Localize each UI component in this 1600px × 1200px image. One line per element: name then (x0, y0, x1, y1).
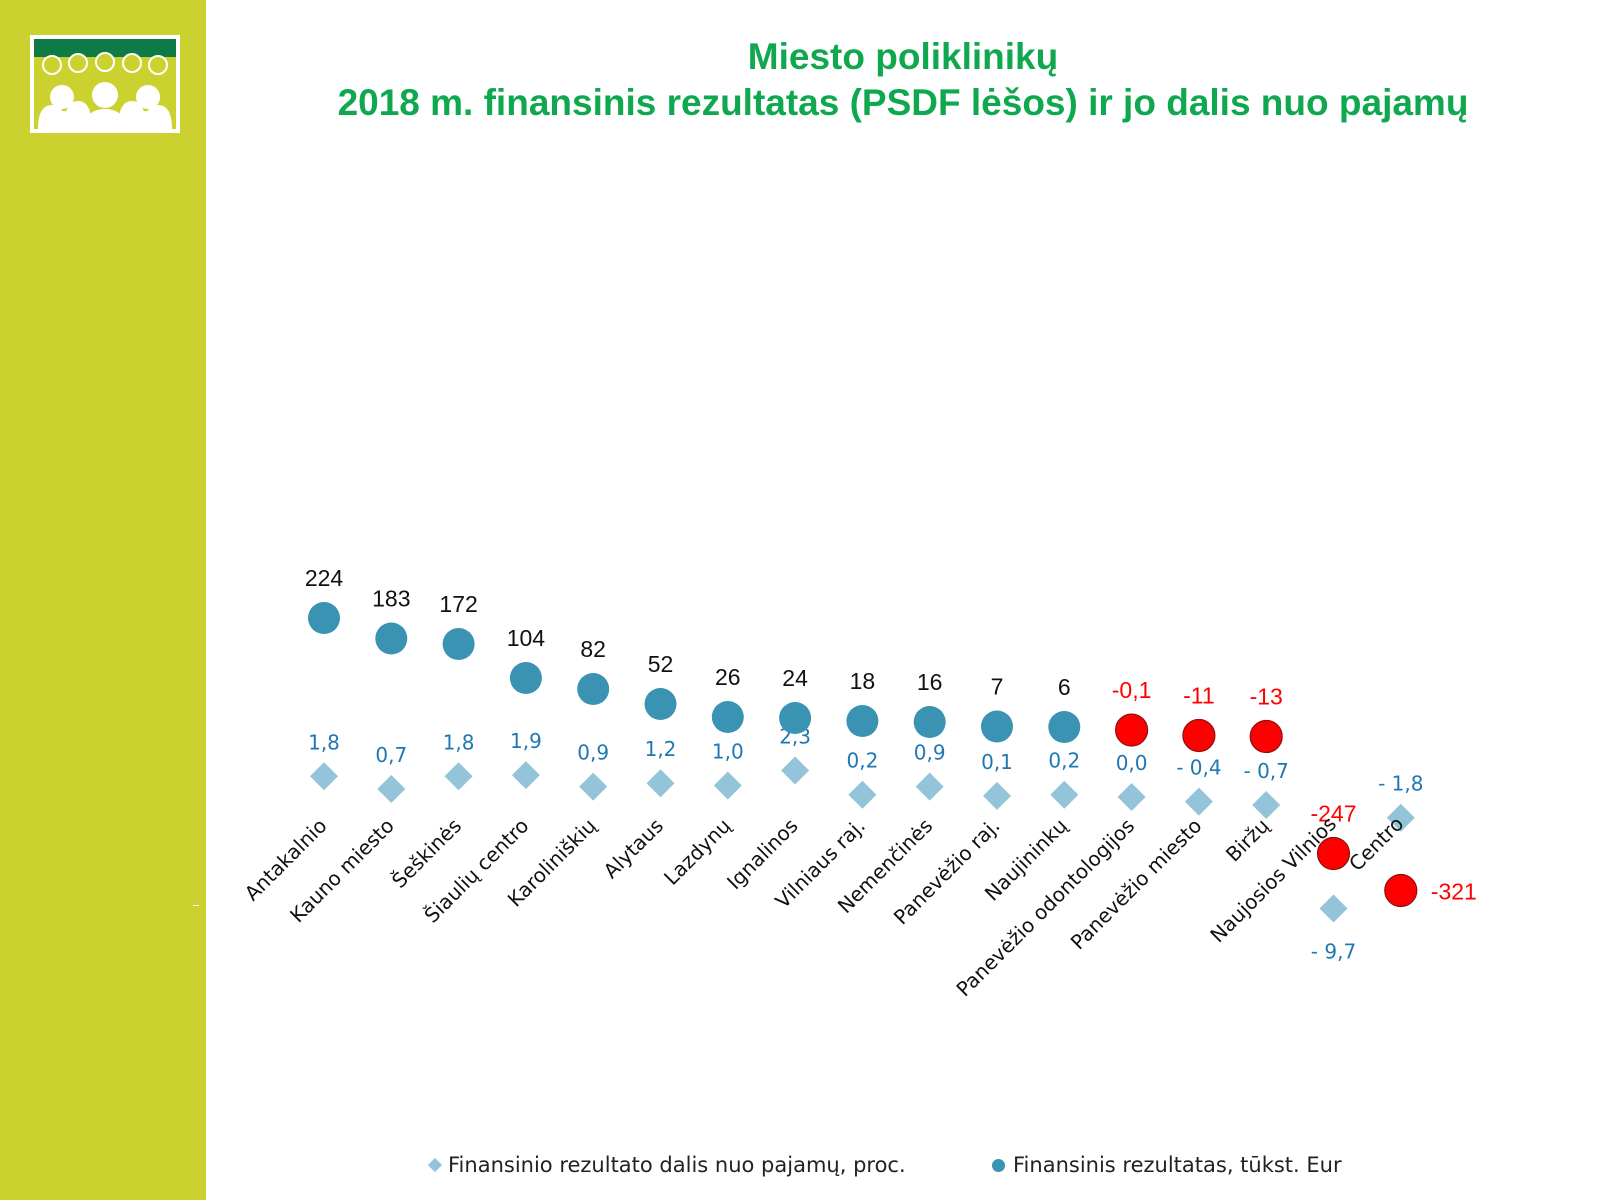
share-data-label: 1,8 (443, 730, 475, 754)
share-diamond-marker (1252, 791, 1281, 820)
share-data-label: - 0,4 (1176, 756, 1221, 780)
result-data-label: 172 (439, 591, 477, 617)
share-data-label: 1,8 (308, 730, 340, 754)
result-circle-marker (644, 688, 677, 720)
share-diamond-marker (915, 772, 944, 801)
result-circle-marker (442, 628, 475, 660)
result-circle-marker (1114, 713, 1149, 747)
share-diamond-marker (1184, 787, 1213, 816)
share-diamond-marker (848, 780, 877, 809)
result-data-label: 7 (991, 674, 1004, 700)
share-data-label: 0,9 (914, 741, 946, 765)
share-diamond-marker (511, 761, 540, 790)
share-diamond-marker (1050, 780, 1079, 809)
share-data-label: 0,1 (981, 750, 1013, 774)
share-diamond-marker (646, 769, 675, 798)
share-diamond-marker (1386, 803, 1415, 832)
share-diamond-marker (983, 781, 1011, 810)
result-circle-marker (711, 701, 744, 733)
result-data-label: 6 (1058, 674, 1071, 700)
share-diamond-marker (444, 762, 473, 791)
share-data-label: 0,2 (1048, 749, 1080, 773)
share-diamond-marker (579, 772, 608, 801)
result-circle-marker (779, 702, 812, 734)
share-diamond-marker (781, 756, 810, 785)
legend-label-result: Finansinis rezultatas, tūkst. Eur (1013, 1153, 1342, 1177)
share-diamond-marker (377, 774, 406, 803)
share-diamond-marker (1319, 894, 1348, 923)
result-data-label: 18 (850, 668, 876, 694)
result-circle-marker (375, 622, 408, 655)
result-circle-marker (913, 706, 946, 738)
share-data-label: 1,9 (510, 729, 542, 753)
legend-label-share: Finansinio rezultato dalis nuo pajamų, p… (448, 1153, 906, 1177)
share-data-label: 0,7 (375, 743, 407, 767)
side-panel (0, 0, 206, 1200)
result-circle-marker (308, 602, 340, 634)
result-data-label: -13 (1250, 684, 1283, 710)
result-data-label: 82 (580, 636, 606, 662)
share-data-label: - 9,7 (1311, 940, 1356, 964)
result-circle-marker (1384, 873, 1418, 908)
side-panel-dash (193, 905, 199, 906)
share-data-label: - 0,7 (1244, 759, 1289, 783)
result-data-label: 104 (507, 625, 546, 651)
legend-item-result: Finansinis rezultatas, tūkst. Eur (992, 1150, 1342, 1180)
legend-item-share: Finansinio rezultato dalis nuo pajamų, p… (427, 1150, 906, 1180)
chart-title-line1: Miesto poliklinikų (747, 36, 1059, 77)
category-label: Alytaus (599, 814, 668, 883)
result-data-label: -11 (1183, 683, 1215, 709)
share-data-label: 0,2 (846, 749, 878, 773)
result-circle-marker (577, 673, 610, 705)
result-data-label: 224 (305, 565, 344, 591)
result-circle-marker (1249, 719, 1283, 754)
category-label: Panevėžio miesto (1066, 814, 1207, 955)
result-data-label: 52 (648, 651, 674, 677)
share-diamond-marker (1117, 783, 1146, 811)
result-circle-marker (846, 705, 879, 737)
share-diamond-marker (713, 771, 742, 800)
result-circle-marker (509, 662, 542, 694)
chart-title-line2: 2018 m. finansinis rezultatas (PSDF lėšo… (337, 82, 1469, 123)
result-data-label: -0,1 (1112, 677, 1152, 703)
result-circle-marker (1048, 711, 1081, 743)
result-data-label: 183 (372, 586, 410, 612)
legend-diamond-icon (427, 1157, 443, 1173)
share-data-label: 0,0 (1116, 751, 1148, 775)
share-data-label: 1,2 (645, 737, 677, 761)
share-data-label: 1,0 (712, 740, 744, 764)
result-data-label: -247 (1310, 801, 1356, 827)
result-circle-marker (1316, 836, 1351, 871)
category-label: Biržų (1221, 813, 1274, 866)
chart-title: Miesto poliklinikų 2018 m. finansinis re… (206, 34, 1600, 126)
category-label: Naujosios Vilnios (1205, 812, 1341, 948)
result-circle-marker (981, 710, 1013, 743)
result-data-label: 26 (715, 664, 741, 690)
share-data-label: 0,9 (577, 741, 609, 765)
share-diamond-marker (310, 762, 338, 791)
result-data-label: -321 (1431, 879, 1477, 905)
share-data-label: - 1,8 (1378, 772, 1423, 796)
legend-circle-icon (992, 1158, 1005, 1172)
group-of-people-logo-icon (30, 35, 180, 133)
result-circle-marker (1182, 718, 1216, 753)
result-data-label: 16 (917, 669, 943, 695)
result-data-label: 24 (782, 665, 808, 691)
